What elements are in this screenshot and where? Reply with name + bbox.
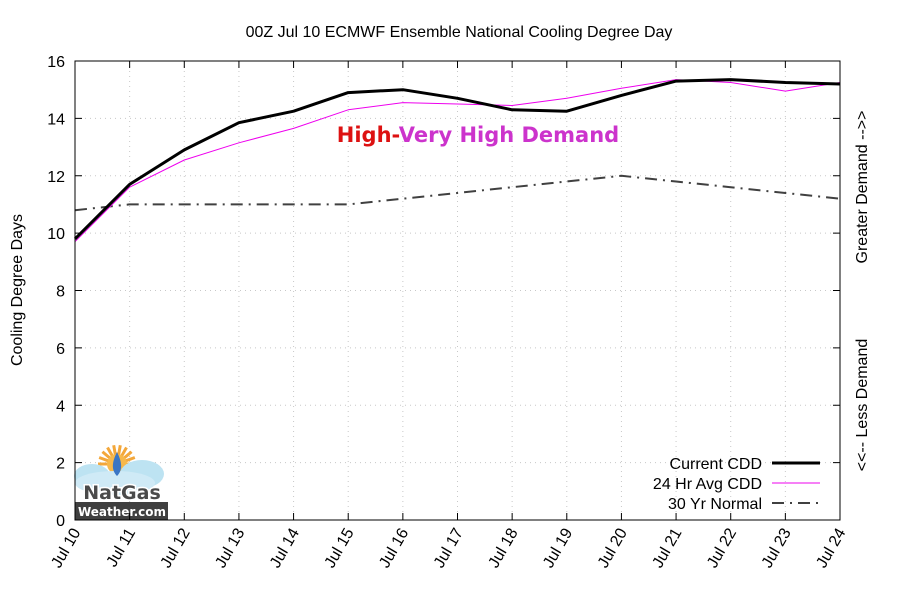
- sun-ray: [112, 445, 117, 456]
- x-tick-label: Jul 23: [759, 525, 795, 571]
- x-tick-label: Jul 16: [376, 525, 412, 571]
- sun-ray: [124, 456, 136, 463]
- legend: Current CDD 24 Hr Avg CDD 30 Yr Normal: [653, 456, 820, 513]
- logo-banner: [75, 502, 168, 520]
- y2-label-less-demand: <<-- Less Demand: [854, 339, 871, 472]
- y-tick-label: 16: [47, 54, 65, 71]
- x-tick-label: Jul 21: [649, 525, 685, 571]
- x-tick-label: Jul 22: [704, 525, 740, 571]
- y-tick-label: 0: [56, 513, 65, 530]
- logo-natgas-text: NatGas: [83, 482, 161, 504]
- series-layer: [73, 78, 841, 243]
- x-tick-label: Jul 15: [322, 525, 358, 571]
- x-tick-label: Jul 10: [48, 525, 84, 571]
- cloud-icon: [75, 471, 155, 495]
- y-tick-label: 2: [56, 456, 65, 473]
- x-tick-label: Jul 14: [267, 525, 303, 571]
- y-tick-label: 8: [56, 284, 65, 301]
- y-tick-label: 4: [56, 398, 65, 415]
- series-line-24-hr-avg-cdd: [74, 79, 841, 243]
- y-tick-label: 12: [47, 169, 65, 186]
- sun-ray: [122, 450, 133, 460]
- y-tick-label: 10: [47, 226, 65, 243]
- legend-label: Current CDD: [670, 456, 762, 473]
- series-line-30-yr-normal: [74, 174, 841, 212]
- y-tick-label: 6: [56, 341, 65, 358]
- legend-label: 24 Hr Avg CDD: [653, 476, 762, 493]
- annotation-very-high-demand: Very High Demand: [399, 123, 619, 147]
- sun-ray: [117, 445, 122, 456]
- logo-weather-com-text: Weather.com: [78, 505, 166, 519]
- x-tick-label: Jul 11: [104, 525, 140, 570]
- x-tick-label: Jul 19: [540, 525, 576, 571]
- y-axis: 0 2 4 6 8 10 12 14 16: [47, 54, 840, 530]
- x-tick-label: Jul 18: [486, 525, 522, 571]
- x-tick-label: Jul 12: [158, 525, 194, 571]
- sun-ray: [98, 456, 110, 463]
- annotation-high: High-: [337, 123, 400, 147]
- x-tick-label: Jul 24: [813, 525, 849, 571]
- demand-annotation: High-Very High Demand: [337, 123, 619, 147]
- legend-label: 30 Yr Normal: [668, 496, 762, 513]
- y2-label-greater-demand: Greater Demand -->>: [854, 111, 871, 264]
- x-tick-label: Jul 13: [212, 525, 248, 571]
- x-tick-label: Jul 17: [431, 525, 467, 571]
- sun-ray: [106, 446, 114, 457]
- chart-title: 00Z Jul 10 ECMWF Ensemble National Cooli…: [246, 24, 673, 41]
- sun-ray: [120, 446, 128, 457]
- gas-flame-icon: [112, 452, 122, 476]
- x-tick-label: Jul 20: [595, 525, 631, 571]
- sun-ray: [101, 450, 112, 460]
- y-tick-label: 14: [47, 111, 65, 128]
- series-line-current-cdd: [73, 78, 841, 240]
- y-axis-title: Cooling Degree Days: [9, 214, 26, 366]
